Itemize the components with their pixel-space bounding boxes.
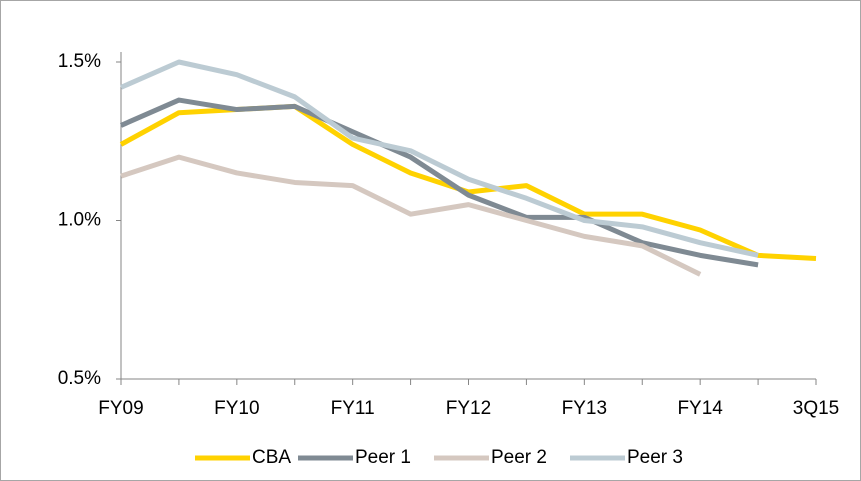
y-tick-label: 0.5% — [58, 368, 101, 389]
x-tick-label: FY11 — [331, 398, 375, 419]
y-tick-label: 1.0% — [58, 210, 101, 231]
x-tick-label: FY13 — [562, 398, 607, 419]
series-line — [120, 154, 702, 277]
x-tick-label: FY09 — [98, 398, 143, 419]
series-line — [119, 97, 759, 268]
legend-label: Peer 3 — [627, 447, 683, 468]
legend-label: CBA — [252, 447, 291, 468]
x-tick-label: FY14 — [677, 398, 723, 419]
legend-label: Peer 2 — [491, 447, 547, 468]
x-tick-label: FY10 — [214, 398, 259, 419]
series-line — [119, 59, 759, 258]
x-tick-label: 3Q15 — [793, 398, 839, 419]
x-tick-label: FY12 — [446, 398, 491, 419]
legend-label: Peer 1 — [355, 447, 411, 468]
y-tick-label: 1.5% — [58, 51, 101, 72]
